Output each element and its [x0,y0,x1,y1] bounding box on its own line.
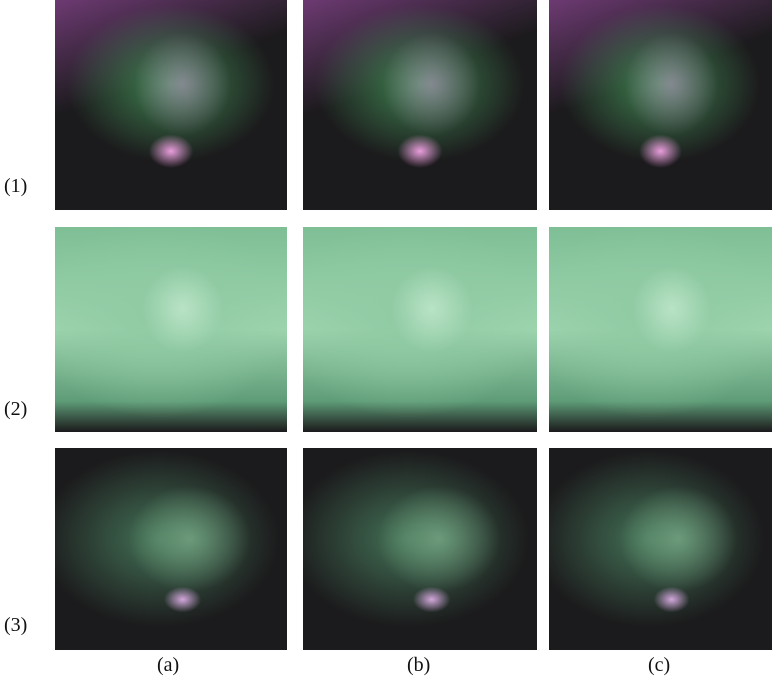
column-label: (c) [648,654,670,677]
row-label: (1) [4,175,27,198]
row-label: (2) [4,398,27,421]
panel-image [303,227,537,432]
panel-image [549,0,772,210]
column-label: (a) [157,654,179,677]
panel-image [55,227,287,432]
panel-image [549,227,772,432]
panel-image [55,0,287,210]
row-label: (3) [4,614,27,637]
panel-image [303,0,537,210]
column-label: (b) [407,654,430,677]
figure: (1) (2) (3) (a) (b) (c) [0,0,772,684]
panel-image [55,448,287,650]
panel-image [303,448,537,650]
panel-image [549,448,772,650]
